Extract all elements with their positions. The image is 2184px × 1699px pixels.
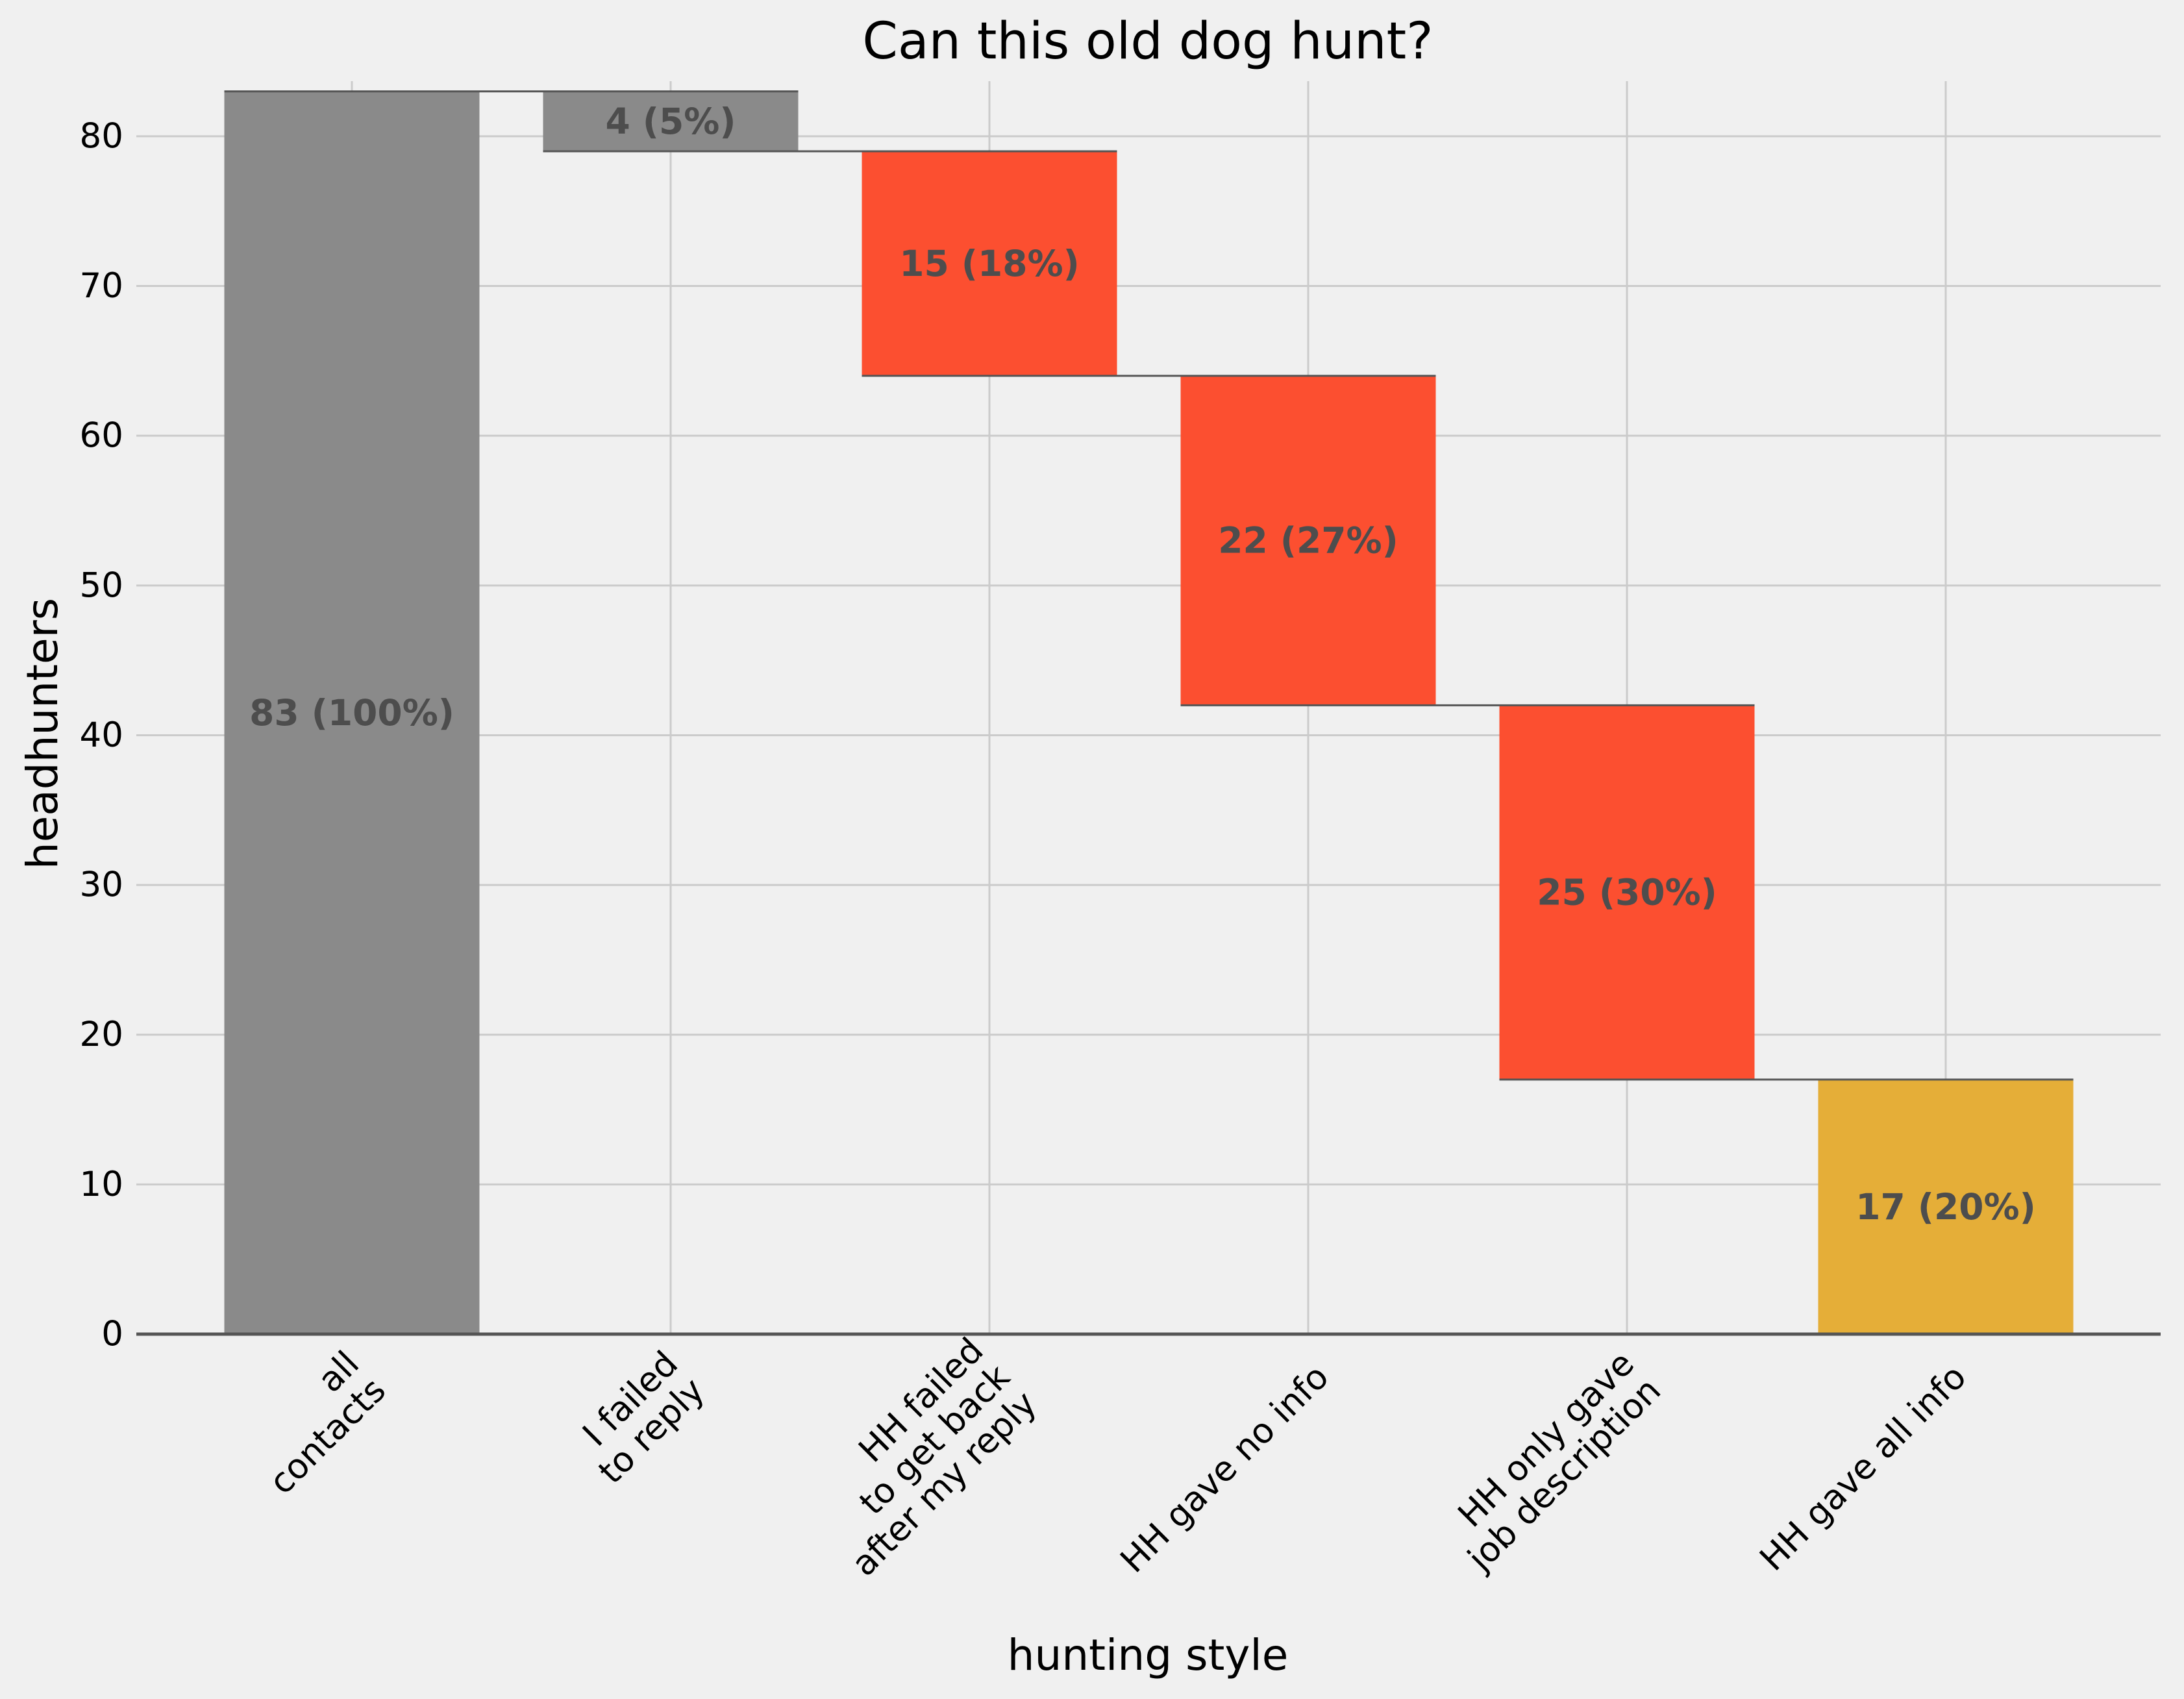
y-tick-label: 80 [80, 116, 123, 156]
connector-lines [224, 90, 2074, 1081]
chart-title: Can this old dog hunt? [862, 12, 1433, 71]
bar-labels: 83 (100%) 4 (5%) 15 (18%) 22 (27%) 25 (30%) 1… [249, 101, 2036, 1228]
bar-value-label: 83 (100%) [249, 692, 454, 734]
x-axis-label: hunting style [1008, 1630, 1289, 1680]
y-tick-label: 40 [80, 715, 123, 755]
bar [224, 91, 480, 1335]
bar [1499, 705, 1755, 1080]
y-tick-label: 0 [101, 1315, 123, 1354]
bar-value-label: 22 (27%) [1218, 520, 1398, 562]
y-tick-label: 60 [80, 416, 123, 456]
y-tick-label: 70 [80, 266, 123, 306]
bar [862, 151, 1117, 376]
bar-value-label: 15 (18%) [899, 243, 1080, 284]
y-tick-label: 30 [80, 865, 123, 905]
y-tick-label: 50 [80, 565, 123, 605]
bar-value-label: 4 (5%) [605, 101, 736, 142]
bar [543, 91, 799, 151]
bars [224, 91, 2074, 1335]
bar [1818, 1079, 2074, 1334]
bar-value-label: 25 (30%) [1537, 872, 1717, 913]
bar-value-label: 17 (20%) [1855, 1186, 2036, 1228]
bar [1180, 375, 1436, 706]
y-tick-label: 10 [80, 1165, 123, 1204]
y-axis-label: headhunters [18, 598, 68, 869]
y-tick-label: 20 [80, 1015, 123, 1054]
